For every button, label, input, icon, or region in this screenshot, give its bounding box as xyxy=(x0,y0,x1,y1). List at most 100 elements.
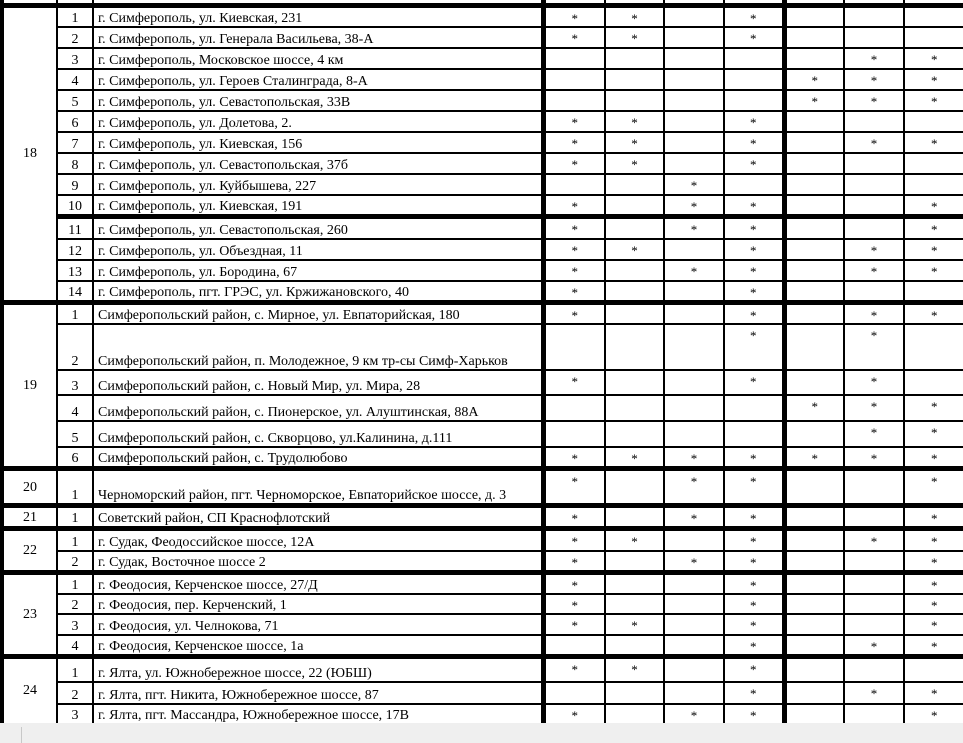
row-number: 1 xyxy=(56,299,94,325)
mark-cell-1: * xyxy=(540,131,606,154)
mark-cell-3 xyxy=(663,569,725,595)
mark-cell-1 xyxy=(540,173,606,196)
mark-cell-3: * xyxy=(663,194,725,218)
address-cell: г. Симферополь, ул. Киевская, 191 xyxy=(92,194,544,218)
row-number: 1 xyxy=(56,503,94,530)
address-cell: Симферопольский район, п. Молодежное, 9 … xyxy=(92,322,544,371)
mark-cell-4: * xyxy=(723,613,785,636)
mark-cell-7: * xyxy=(903,702,963,728)
mark-cell-4: * xyxy=(723,279,785,303)
mark-cell-1 xyxy=(540,47,606,70)
mark-cell-1: * xyxy=(540,445,606,470)
mark-cell-6: * xyxy=(843,393,905,422)
mark-cell-6 xyxy=(843,702,905,728)
address-cell: г. Симферополь, ул. Объездная, 11 xyxy=(92,237,544,261)
group-number: 21 xyxy=(0,503,58,530)
mark-cell-1 xyxy=(540,634,606,658)
mark-cell-2: * xyxy=(604,445,665,470)
mark-cell-1: * xyxy=(540,368,606,396)
address-cell: г. Судак, Восточное шоссе 2 xyxy=(92,549,544,573)
address-cell: Симферопольский район, с. Мирное, ул. Ев… xyxy=(92,299,544,325)
row-number: 1 xyxy=(56,569,94,595)
table-row: 5 Симферопольский район, с. Скворцово, ул… xyxy=(2,419,963,448)
table-row: 3 г. Феодосия, ул. Челнокова, 71 * * * * xyxy=(2,613,963,636)
mark-cell-3 xyxy=(663,89,725,112)
mark-cell-6 xyxy=(843,466,905,507)
mark-cell-2: * xyxy=(604,152,665,175)
table-row: 22 1 г. Судак, Феодоссийское шоссе, 12А * * *… xyxy=(0,526,963,573)
row-number: 10 xyxy=(56,194,94,218)
mark-cell-4 xyxy=(723,47,785,70)
row-number: 5 xyxy=(56,419,94,448)
mark-cell-4: * xyxy=(723,152,785,175)
row-number: 2 xyxy=(56,26,94,49)
mark-cell-1: * xyxy=(540,279,606,303)
mark-cell-1: * xyxy=(540,654,606,683)
mark-cell-2 xyxy=(604,368,665,396)
mark-cell-2 xyxy=(604,279,665,303)
mark-cell-6: * xyxy=(843,131,905,154)
mark-cell-6 xyxy=(843,654,905,683)
mark-cell-4: * xyxy=(723,237,785,261)
page-edge-line xyxy=(21,727,22,743)
mark-cell-3 xyxy=(663,152,725,175)
mark-cell-7: * xyxy=(903,194,963,218)
mark-cell-1: * xyxy=(540,549,606,573)
address-cell: г. Симферополь, Московское шоссе, 4 км xyxy=(92,47,544,70)
mark-cell-2: * xyxy=(604,237,665,261)
mark-cell-6: * xyxy=(843,680,905,705)
address-cell: г. Судак, Феодоссийское шоссе, 12А xyxy=(92,526,544,552)
mark-cell-3 xyxy=(663,26,725,49)
table-row: 4 г. Феодосия, Керченское шоссе, 1а * * * xyxy=(2,634,963,658)
mark-cell-3: * xyxy=(663,258,725,282)
address-cell: г. Симферополь, ул. Долетова, 2. xyxy=(92,110,544,133)
mark-cell-4: * xyxy=(723,526,785,552)
mark-cell-3 xyxy=(663,131,725,154)
mark-cell-7: * xyxy=(903,634,963,658)
mark-cell-2 xyxy=(604,593,665,615)
mark-cell-6: * xyxy=(843,237,905,261)
mark-cell-7: * xyxy=(903,613,963,636)
group-number: 23 xyxy=(0,569,58,658)
row-number: 1 xyxy=(56,654,94,683)
address-cell: г. Феодосия, ул. Челнокова, 71 xyxy=(92,613,544,636)
address-cell: г. Феодосия, пер. Керченский, 1 xyxy=(92,593,544,615)
mark-cell-1: * xyxy=(540,214,606,240)
mark-cell-7: * xyxy=(903,47,963,70)
mark-cell-6 xyxy=(843,110,905,133)
mark-cell-5 xyxy=(781,466,845,507)
mark-cell-6: * xyxy=(843,299,905,325)
mark-cell-5 xyxy=(781,26,845,49)
address-cell: г. Симферополь, ул. Севастопольская, 260 xyxy=(92,214,544,240)
mark-cell-6: * xyxy=(843,368,905,396)
mark-cell-1 xyxy=(540,89,606,112)
mark-cell-5 xyxy=(781,593,845,615)
mark-cell-7 xyxy=(903,322,963,371)
row-number: 1 xyxy=(56,466,94,507)
mark-cell-1: * xyxy=(540,3,606,28)
mark-cell-1: * xyxy=(540,194,606,218)
mark-cell-4: * xyxy=(723,299,785,325)
mark-cell-7: * xyxy=(903,526,963,552)
mark-cell-4: * xyxy=(723,654,785,683)
mark-cell-2 xyxy=(604,702,665,728)
mark-cell-5 xyxy=(781,680,845,705)
page-gap xyxy=(0,723,963,743)
mark-cell-7 xyxy=(903,279,963,303)
mark-cell-5 xyxy=(781,152,845,175)
mark-cell-4 xyxy=(723,89,785,112)
mark-cell-3 xyxy=(663,680,725,705)
mark-cell-4 xyxy=(723,419,785,448)
mark-cell-6 xyxy=(843,549,905,573)
mark-cell-4: * xyxy=(723,3,785,28)
mark-cell-3 xyxy=(663,419,725,448)
mark-cell-6 xyxy=(843,194,905,218)
mark-cell-3: * xyxy=(663,549,725,573)
table-row: 2 г. Феодосия, пер. Керченский, 1 * * * xyxy=(2,593,963,615)
mark-cell-1 xyxy=(540,393,606,422)
mark-cell-3 xyxy=(663,393,725,422)
row-number: 12 xyxy=(56,237,94,261)
mark-cell-2 xyxy=(604,89,665,112)
mark-cell-5 xyxy=(781,173,845,196)
mark-cell-7 xyxy=(903,152,963,175)
